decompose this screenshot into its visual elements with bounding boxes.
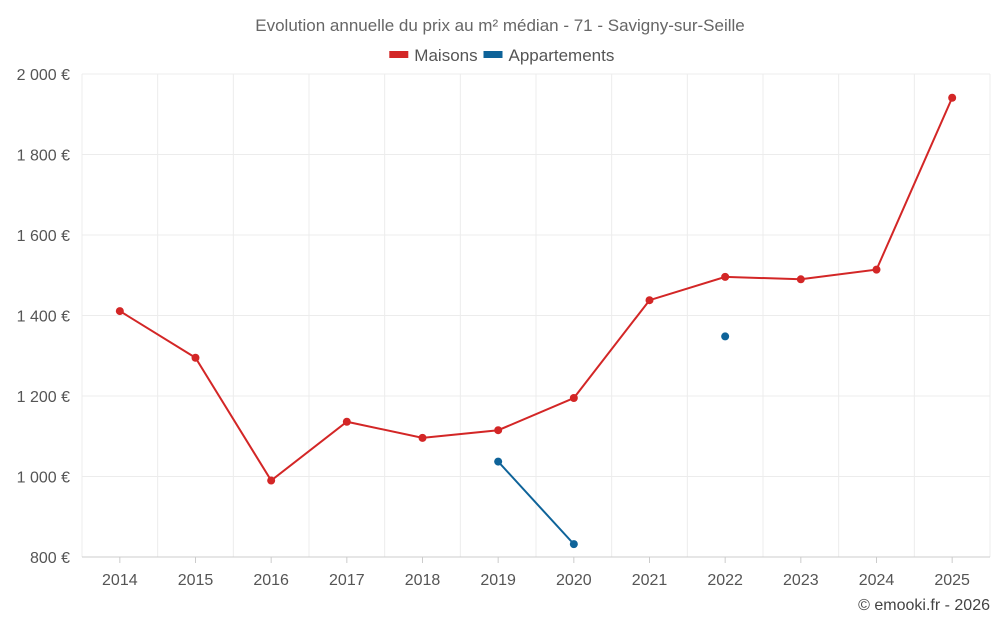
- legend: Maisons Appartements: [389, 46, 614, 65]
- y-tick-label: 1 200 €: [17, 389, 70, 406]
- x-tick-label: 2025: [934, 572, 970, 589]
- x-tick-label: 2019: [480, 572, 516, 589]
- chart-title: Evolution annuelle du prix au m² médian …: [255, 16, 744, 35]
- data-point-maisons[interactable]: [948, 93, 957, 102]
- legend-label-maisons[interactable]: Maisons: [414, 46, 477, 65]
- legend-swatch-maisons: [389, 51, 409, 58]
- data-point-maisons[interactable]: [721, 272, 730, 281]
- data-point-maisons[interactable]: [191, 353, 200, 362]
- data-point-maisons[interactable]: [267, 476, 276, 485]
- data-point-maisons[interactable]: [418, 433, 427, 442]
- data-point-maisons[interactable]: [569, 394, 578, 403]
- data-point-appartements[interactable]: [569, 540, 578, 549]
- x-tick-label: 2022: [707, 572, 743, 589]
- legend-swatch-appartements: [483, 51, 503, 58]
- y-tick-label: 800 €: [30, 550, 70, 567]
- credit-text: © emooki.fr - 2026: [858, 597, 990, 614]
- series-group: [115, 93, 957, 549]
- y-tick-label: 1 000 €: [17, 470, 70, 487]
- x-tick-label: 2024: [859, 572, 895, 589]
- data-point-maisons[interactable]: [796, 275, 805, 284]
- x-tick-label: 2016: [253, 572, 289, 589]
- data-point-maisons[interactable]: [494, 426, 503, 435]
- x-tick-label: 2018: [405, 572, 441, 589]
- x-tick-label: 2014: [102, 572, 138, 589]
- y-tick-label: 2 000 €: [17, 67, 70, 84]
- data-point-appartements[interactable]: [721, 332, 730, 341]
- data-point-maisons[interactable]: [115, 307, 124, 316]
- y-tick-label: 1 400 €: [17, 309, 70, 326]
- x-tick-label: 2020: [556, 572, 592, 589]
- y-axis-ticks: 800 € 1 000 € 1 200 € 1 400 € 1 600 € 1 800 €…: [17, 67, 70, 567]
- y-tick-label: 1 800 €: [17, 148, 70, 165]
- x-axis-ticks: 2014 2015 2016 2017 2018 2019 2020 2021 2022 2023…: [102, 557, 970, 589]
- data-point-maisons[interactable]: [645, 296, 654, 305]
- y-tick-label: 1 600 €: [17, 228, 70, 245]
- series-maisons: [115, 93, 957, 485]
- series-appartements: [494, 332, 730, 549]
- x-tick-label: 2015: [178, 572, 214, 589]
- data-point-appartements[interactable]: [494, 457, 503, 466]
- x-tick-label: 2017: [329, 572, 365, 589]
- x-tick-label: 2021: [632, 572, 668, 589]
- horizontal-gridlines: [82, 73, 990, 477]
- series-line-appartements: [497, 460, 575, 545]
- x-tick-label: 2023: [783, 572, 819, 589]
- legend-label-appartements[interactable]: Appartements: [509, 46, 615, 65]
- data-point-maisons[interactable]: [342, 417, 351, 426]
- series-line-maisons: [119, 97, 954, 482]
- data-point-maisons[interactable]: [872, 265, 881, 274]
